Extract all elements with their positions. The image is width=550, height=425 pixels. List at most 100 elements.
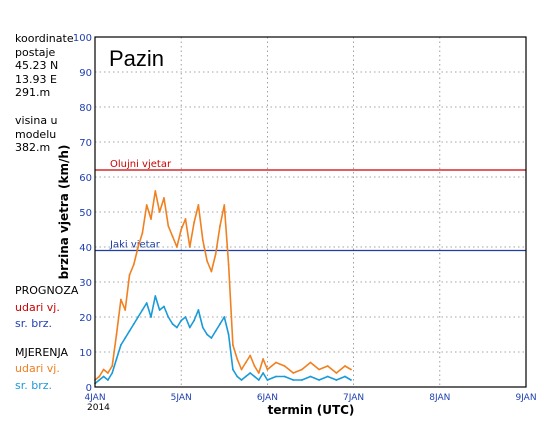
data-point bbox=[257, 379, 260, 381]
data-point bbox=[171, 235, 174, 238]
data-point bbox=[249, 372, 252, 374]
data-point bbox=[111, 372, 114, 374]
data-point bbox=[249, 354, 252, 357]
station-info-line: 291.m bbox=[15, 86, 51, 99]
series-line bbox=[94, 295, 352, 385]
data-point bbox=[193, 221, 196, 224]
series-line bbox=[94, 190, 352, 381]
data-point bbox=[266, 368, 269, 371]
x-axis-ticks: 4JAN 5JAN 6JAN 7JAN 8JAN 9JAN bbox=[84, 393, 536, 403]
data-point bbox=[197, 309, 200, 311]
threshold-lines: Olujni vjetar Jaki vjetar bbox=[95, 159, 526, 252]
data-point bbox=[163, 197, 165, 199]
data-point bbox=[214, 253, 217, 255]
data-point bbox=[206, 333, 208, 336]
x-tick-label: 5JAN bbox=[171, 393, 192, 403]
data-point bbox=[292, 379, 295, 381]
legend-prognoza-mean: sr. brz. bbox=[15, 317, 53, 330]
station-info-line: 45.23 N bbox=[15, 59, 59, 72]
threshold-label: Jaki vjetar bbox=[109, 240, 161, 251]
data-point bbox=[150, 218, 152, 220]
data-point bbox=[326, 365, 329, 367]
data-point bbox=[171, 323, 174, 325]
data-point bbox=[244, 375, 247, 378]
y-tick-label: 60 bbox=[79, 173, 92, 184]
data-point bbox=[214, 330, 217, 332]
data-point bbox=[115, 333, 118, 336]
data-point bbox=[137, 246, 140, 248]
data-point bbox=[193, 319, 196, 322]
data-point bbox=[275, 375, 277, 378]
data-point bbox=[98, 379, 101, 381]
data-point bbox=[283, 375, 286, 378]
data-point bbox=[115, 358, 118, 360]
data-point bbox=[236, 375, 239, 378]
data-point bbox=[167, 316, 170, 318]
data-point bbox=[318, 379, 321, 381]
x-tick-label: 9JAN bbox=[515, 393, 536, 403]
data-point bbox=[219, 225, 221, 227]
data-point bbox=[180, 228, 183, 231]
station-info: koordinate postaje 45.23 N 13.93 E 291.m bbox=[15, 32, 74, 100]
data-point bbox=[283, 365, 286, 367]
legend-mjerenja-mean: sr. brz. bbox=[15, 378, 53, 392]
data-point bbox=[141, 232, 144, 234]
model-height-info: visina u modelu 382.m bbox=[15, 114, 58, 155]
data-point bbox=[244, 361, 247, 364]
y-tick-label: 10 bbox=[79, 348, 92, 359]
y-tick-label: 50 bbox=[79, 208, 92, 219]
data-point bbox=[102, 368, 105, 371]
data-point bbox=[227, 333, 230, 336]
legend: PROGNOZA udari vj. sr. brz. MJERENJA uda… bbox=[15, 283, 78, 394]
data-point bbox=[257, 372, 260, 374]
data-point bbox=[326, 375, 329, 378]
data-point bbox=[98, 375, 101, 378]
station-info-line: koordinate bbox=[15, 32, 74, 45]
data-point bbox=[350, 379, 352, 381]
y-tick-label: 20 bbox=[79, 313, 92, 324]
x-tick-label: 8JAN bbox=[429, 393, 450, 403]
y-axis-label: brzina vjetra (km/h) bbox=[57, 145, 71, 280]
y-tick-label: 70 bbox=[79, 138, 92, 149]
x-axis-year-label: 2014 bbox=[87, 403, 110, 413]
data-point bbox=[275, 361, 277, 364]
data-point bbox=[335, 379, 338, 381]
data-point bbox=[300, 379, 303, 381]
data-point bbox=[107, 379, 109, 381]
data-point bbox=[240, 368, 243, 371]
data-point bbox=[137, 316, 140, 318]
data-point bbox=[158, 309, 161, 311]
data-point bbox=[232, 344, 234, 346]
data-point bbox=[167, 225, 170, 227]
data-point bbox=[119, 344, 122, 346]
data-point bbox=[219, 323, 221, 325]
y-tick-label: 0 bbox=[86, 383, 92, 394]
data-point bbox=[232, 368, 234, 371]
legend-prognoza-gust: udari vj. bbox=[15, 300, 60, 314]
data-point bbox=[236, 358, 239, 360]
data-point bbox=[145, 204, 148, 206]
data-point bbox=[132, 323, 135, 325]
data-point bbox=[128, 274, 131, 276]
data-point bbox=[266, 379, 269, 381]
y-tick-label: 40 bbox=[79, 243, 92, 254]
y-tick-label: 80 bbox=[79, 103, 92, 114]
data-point bbox=[175, 326, 178, 329]
data-series bbox=[94, 190, 352, 385]
station-info-line: 13.93 E bbox=[15, 72, 57, 86]
legend-prognoza-title: PROGNOZA bbox=[15, 284, 79, 297]
plot-frame bbox=[94, 36, 527, 388]
data-point bbox=[318, 368, 321, 371]
model-info-line: 382.m bbox=[15, 141, 51, 154]
data-point bbox=[335, 372, 338, 374]
data-point bbox=[163, 305, 165, 308]
x-tick-label: 7JAN bbox=[343, 393, 364, 403]
data-point bbox=[184, 316, 187, 318]
model-info-line: visina u bbox=[15, 114, 58, 127]
data-point bbox=[124, 309, 127, 311]
model-info-line: modelu bbox=[15, 127, 57, 141]
y-tick-label: 90 bbox=[79, 68, 92, 79]
data-point bbox=[206, 260, 208, 262]
data-point bbox=[102, 375, 105, 378]
